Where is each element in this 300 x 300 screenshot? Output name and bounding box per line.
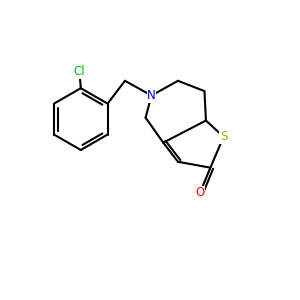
Text: N: N <box>147 89 156 102</box>
Text: Cl: Cl <box>74 65 85 79</box>
Text: S: S <box>220 130 227 143</box>
Text: O: O <box>195 186 205 199</box>
